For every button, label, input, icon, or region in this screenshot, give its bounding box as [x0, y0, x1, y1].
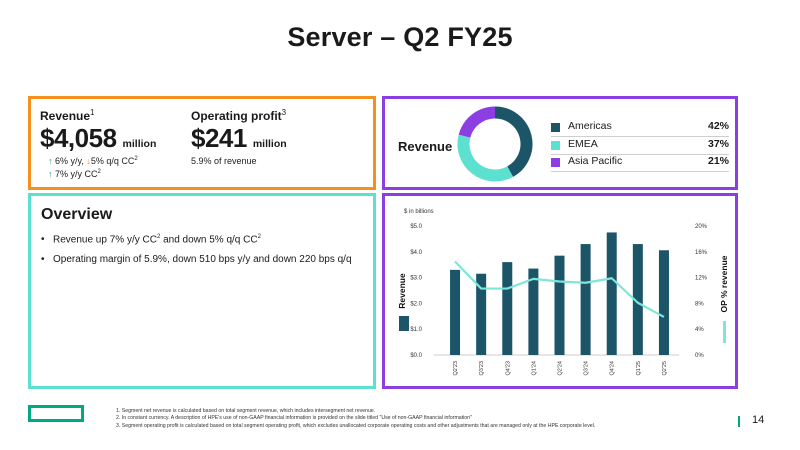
revenue-bar: [580, 244, 591, 355]
revenue-value: $4,058 million: [40, 123, 157, 153]
legend-pct: 21%: [707, 155, 729, 167]
revenue-growth-line2: ↑ 7% y/y CC2: [48, 169, 101, 179]
donut-slice-asia-pacific: [458, 106, 496, 139]
legend-divider: [551, 171, 729, 172]
x-tick-label: Q2'24: [558, 361, 564, 376]
x-tick-label: Q1'24: [531, 361, 537, 376]
op-legend-swatch: [723, 321, 726, 343]
footnotes: 1. Segment net revenue is calculated bas…: [116, 408, 595, 430]
page-number-bar: [738, 416, 740, 427]
x-tick-label: Q2'23: [453, 361, 459, 376]
revenue-bar: [658, 250, 669, 355]
y2-tick-label: 0%: [695, 353, 704, 359]
legend-swatch: [551, 123, 560, 132]
x-tick-label: Q3'24: [584, 361, 590, 376]
x-tick-label: Q2'25: [662, 361, 668, 376]
footnote: 1. Segment net revenue is calculated bas…: [116, 408, 376, 414]
y-tick-label: $0.0: [410, 353, 422, 359]
legend-swatch: [551, 141, 560, 150]
legend-name: Asia Pacific: [568, 155, 623, 167]
page-title: Server – Q2 FY25: [287, 22, 513, 52]
overview-card: Overview Revenue up 7% y/y CC2 and down …: [28, 193, 376, 389]
legend-swatch: [551, 158, 560, 167]
y2-tick-label: 16%: [695, 250, 708, 256]
revenue-growth-line1: ↑ 6% y/y, ↓5% q/q CC2: [48, 156, 138, 166]
revenue-bar: [554, 255, 565, 355]
x-tick-label: Q4'23: [505, 361, 511, 376]
y2-tick-label: 4%: [695, 327, 704, 333]
arrow-up-icon: ↑: [48, 156, 53, 166]
footnote: 3. Segment operating profit is calculate…: [116, 422, 596, 429]
arrow-up-icon: ↑: [48, 169, 53, 179]
operating-margin-note: 5.9% of revenue: [191, 156, 257, 166]
legend-row-asia-pacific: Asia Pacific 21%: [551, 155, 729, 169]
x-tick-label: Q1'25: [636, 361, 642, 376]
overview-bullet: Operating margin of 5.9%, down 510 bps y…: [41, 254, 352, 265]
y2-axis-title: OP % revenue: [719, 255, 729, 312]
kpi-card: Revenue1 $4,058 million ↑ 6% y/y, ↓5% q/q…: [28, 96, 376, 190]
revenue-donut-chart: [457, 106, 533, 182]
y-tick-label: $3.0: [410, 276, 422, 282]
revenue-mix-label: Revenue: [398, 139, 453, 154]
revenue-bar: [528, 268, 539, 355]
revenue-label: Revenue1: [40, 108, 95, 123]
legend-row-americas: Americas 42%: [551, 120, 729, 134]
footnote: 2. In constant currency. A description o…: [116, 415, 472, 422]
donut-slice-americas: [494, 106, 533, 177]
legend-row-emea: EMEA 37%: [551, 138, 729, 152]
y-tick-label: $5.0: [410, 224, 422, 230]
x-tick-label: Q4'24: [610, 361, 616, 376]
revenue-bar: [632, 244, 643, 355]
y-tick-label: $2.0: [410, 301, 422, 307]
op-margin-line: [454, 260, 665, 318]
donut-slice-emea: [457, 134, 514, 182]
overview-bullets: Revenue up 7% y/y CC2 and down 5% q/q CC…: [41, 234, 352, 274]
y-tick-label: $4.0: [410, 250, 422, 256]
revenue-chart-card: $ in billions $0.0 $1.0 $2.0 $3.0 $4.0 $5.0 0% 4…: [382, 193, 738, 389]
overview-title: Overview: [41, 206, 113, 223]
y-tick-label: $1.0: [410, 327, 422, 333]
y2-tick-label: 8%: [695, 301, 704, 307]
revenue-bar: [502, 262, 513, 355]
legend-name: Americas: [568, 120, 612, 132]
y2-tick-label: 20%: [695, 224, 708, 230]
operating-profit-label: Operating profit3: [191, 108, 287, 123]
overview-bullet: Revenue up 7% y/y CC2 and down 5% q/q CC…: [41, 234, 352, 245]
revenue-op-chart: $ in billions $0.0 $1.0 $2.0 $3.0 $4.0 $5.0 0% 4…: [397, 209, 729, 376]
legend-divider: [551, 136, 729, 137]
legend-pct: 37%: [707, 138, 729, 150]
page-number: 14: [752, 414, 765, 426]
legend-name: EMEA: [568, 138, 598, 150]
revenue-bar: [450, 269, 461, 355]
y-axis-title: Revenue: [397, 273, 407, 309]
revenue-mix-card: Revenue Americas 42% EMEA 37% Asia Pacif…: [382, 96, 738, 190]
operating-profit-value: $241 million: [191, 123, 287, 153]
legend-divider: [551, 154, 729, 155]
revenue-legend-swatch: [399, 316, 409, 331]
revenue-bar: [476, 273, 487, 355]
arrow-down-icon: ↓: [86, 156, 91, 166]
chart-unit-note: $ in billions: [404, 209, 434, 215]
hpe-logo: [28, 405, 84, 422]
y2-tick-label: 12%: [695, 276, 708, 282]
revenue-bar: [606, 232, 617, 355]
x-tick-label: Q3'23: [479, 361, 485, 376]
legend-pct: 42%: [707, 120, 729, 132]
